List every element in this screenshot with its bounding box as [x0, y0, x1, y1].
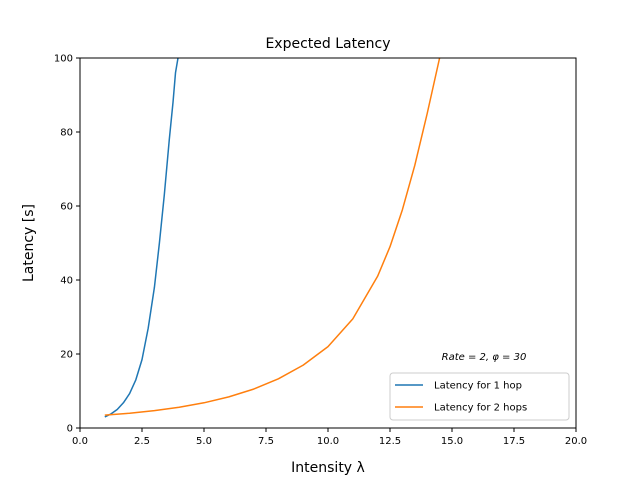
plot-area	[80, 58, 576, 428]
x-tick-label: 7.5	[258, 436, 274, 447]
x-tick-label: 10.0	[317, 436, 339, 447]
series-layer	[104, 58, 441, 418]
y-tick-label: 80	[60, 128, 73, 139]
y-tick-label: 60	[60, 202, 73, 213]
annotation: Rate = 2, φ = 30	[442, 352, 527, 363]
series-line-1	[104, 58, 179, 418]
y-axis-title: Latency [s]	[21, 204, 37, 282]
x-tick-label: 12.5	[379, 436, 401, 447]
chart-title: Expected Latency	[265, 36, 390, 52]
series-line-2	[104, 58, 441, 416]
x-tick-label: 20.0	[565, 436, 587, 447]
x-tick-label: 5.0	[196, 436, 212, 447]
x-tick-label: 2.5	[134, 436, 150, 447]
x-tick-label: 17.5	[503, 436, 525, 447]
legend-box	[389, 372, 570, 421]
legend: Latency for 1 hop Latency for 2 hops	[389, 372, 570, 421]
x-axis-ticks: 0.0 2.5 5.0 7.5 10.0 12.5 15.0 17.5 20.0	[72, 428, 587, 447]
x-tick-label: 0.0	[72, 436, 88, 447]
y-tick-label: 40	[60, 276, 73, 287]
y-tick-label: 0	[67, 424, 73, 435]
x-tick-label: 15.0	[441, 436, 463, 447]
y-tick-label: 100	[54, 54, 73, 65]
legend-label-2: Latency for 2 hops	[434, 403, 527, 414]
y-tick-label: 20	[60, 350, 73, 361]
y-axis-ticks: 0 20 40 60 80 100	[54, 54, 80, 435]
legend-label-1: Latency for 1 hop	[434, 381, 522, 392]
x-axis-title: Intensity λ	[291, 460, 365, 476]
